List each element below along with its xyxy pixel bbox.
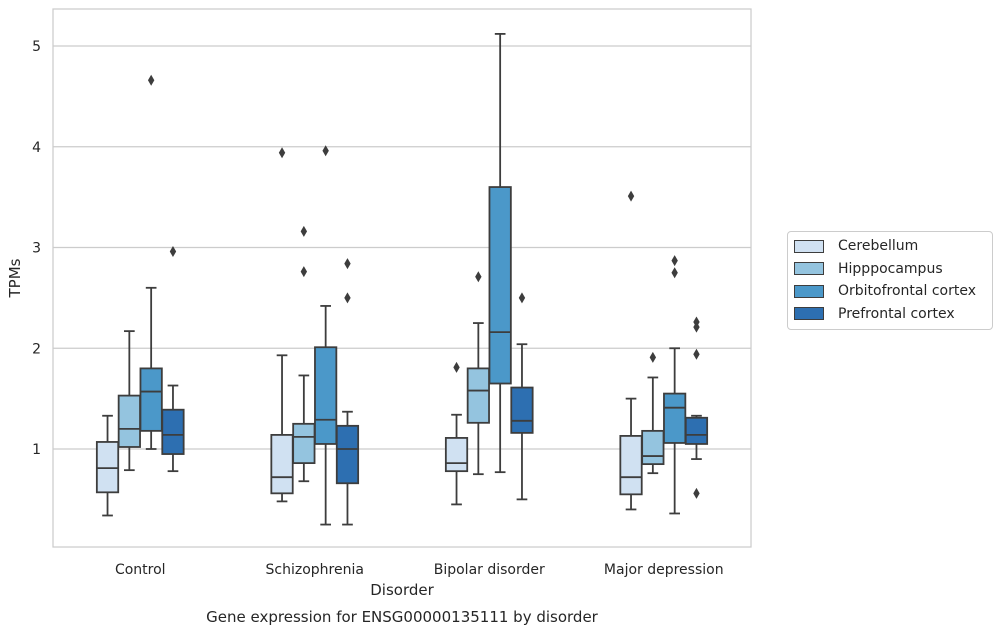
box-hipppocampus-major-depression	[641, 351, 665, 475]
x-tick-label-major-depression: Major depression	[604, 562, 724, 578]
box-body	[270, 433, 294, 495]
box-hipppocampus-schizophrenia	[292, 225, 316, 483]
legend-label-prefrontal-cortex: Prefrontal cortex	[838, 305, 955, 322]
box-body	[466, 367, 490, 424]
outlier-point	[169, 246, 177, 258]
box-body	[488, 186, 512, 385]
outlier-point	[693, 487, 700, 499]
box-cerebellum-control	[95, 414, 120, 517]
x-tick-label-control: Control	[115, 562, 166, 578]
box-hipppocampus-bipolar-disorder	[466, 271, 490, 476]
box-body	[510, 386, 534, 434]
x-tick-label-schizophrenia: Schizophrenia	[266, 562, 364, 578]
outlier-point	[518, 292, 526, 304]
box-body	[139, 367, 163, 432]
outlier-point	[693, 321, 700, 333]
box-body	[444, 437, 469, 473]
outlier-point	[147, 74, 155, 86]
x-tick-labels: Control Schizophrenia Bipolar disorder Majo…	[115, 562, 724, 578]
box-prefrontal-cortex-major-depression	[684, 316, 709, 499]
outlier-point	[278, 147, 286, 159]
legend-swatch-orbitofrontal-cortex	[794, 284, 824, 298]
box-body	[95, 441, 120, 494]
legend-item-orbitofrontal-cortex: Orbitofrontal cortex	[792, 280, 986, 303]
chart-title: Gene expression for ENSG00000135111 by d…	[206, 608, 599, 626]
box-orbitofrontal-cortex-major-depression	[663, 255, 687, 515]
outlier-point	[475, 271, 482, 283]
box-body	[117, 394, 141, 448]
outlier-point	[649, 351, 657, 363]
legend-item-prefrontal-cortex: Prefrontal cortex	[792, 303, 986, 326]
legend-item-cerebellum: Cerebellum	[792, 235, 986, 258]
legend-label-hippocampus: Hipppocampus	[838, 260, 943, 277]
y-tick-label: 2	[32, 341, 41, 357]
box-orbitofrontal-cortex-control	[139, 74, 163, 450]
y-tick-labels: 1 2 3 4 5	[32, 39, 41, 458]
outlier-point	[300, 266, 308, 278]
box-orbitofrontal-cortex-bipolar-disorder	[488, 33, 512, 474]
box-cerebellum-major-depression	[619, 190, 643, 511]
x-axis-title: Disorder	[370, 581, 434, 599]
outlier-point	[627, 190, 635, 202]
outlier-point	[671, 267, 678, 279]
box-body	[314, 346, 338, 445]
box-prefrontal-cortex-control	[161, 246, 185, 473]
box-orbitofrontal-cortex-schizophrenia	[314, 145, 338, 526]
box-body	[663, 392, 687, 444]
outlier-point	[671, 255, 678, 267]
x-tick-label-bipolar-disorder: Bipolar disorder	[434, 562, 545, 578]
legend: Cerebellum Hipppocampus Orbitofrontal co…	[787, 231, 993, 330]
legend-swatch-prefrontal-cortex	[794, 307, 824, 321]
outlier-point	[693, 348, 700, 360]
box-prefrontal-cortex-schizophrenia	[335, 258, 360, 526]
legend-swatch-cerebellum	[794, 239, 824, 253]
legend-swatch-hippocampus	[794, 262, 824, 276]
outlier-point	[300, 225, 308, 237]
legend-label-cerebellum: Cerebellum	[838, 238, 919, 255]
y-tick-label: 3	[32, 241, 41, 257]
plot-area	[52, 8, 752, 548]
box-cerebellum-bipolar-disorder	[444, 361, 469, 506]
box-body	[335, 424, 360, 485]
legend-item-hippocampus: Hipppocampus	[792, 258, 986, 281]
outlier-point	[322, 145, 329, 157]
box-body	[619, 435, 643, 496]
box-prefrontal-cortex-bipolar-disorder	[510, 292, 534, 501]
box-body	[684, 416, 709, 445]
box-body	[161, 408, 185, 455]
outlier-point	[344, 292, 351, 304]
box-body	[641, 429, 665, 466]
y-axis-title: TPMs	[6, 258, 24, 298]
y-tick-label: 5	[32, 39, 41, 55]
outlier-point	[453, 361, 460, 373]
y-tick-label: 4	[32, 140, 41, 156]
box-cerebellum-schizophrenia	[270, 147, 294, 503]
y-tick-label: 1	[32, 442, 41, 458]
box-hipppocampus-control	[117, 330, 141, 472]
outlier-point	[344, 258, 351, 270]
boxes	[95, 33, 709, 526]
box-body	[292, 422, 316, 465]
legend-label-orbitofrontal-cortex: Orbitofrontal cortex	[838, 283, 976, 300]
